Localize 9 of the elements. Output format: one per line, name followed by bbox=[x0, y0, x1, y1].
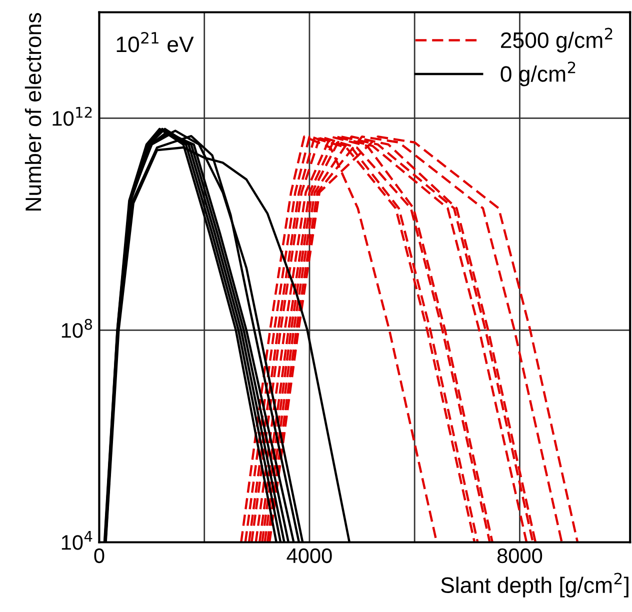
x-tick-label: 0 bbox=[94, 548, 104, 564]
y-tick-label: 10$^{4}$ bbox=[62, 531, 92, 550]
y-tick-label: 10$^{12}$ bbox=[52, 106, 92, 126]
x-tick-label: 4000 bbox=[286, 548, 332, 564]
y-tick-label: 10$^{8}$ bbox=[62, 318, 92, 338]
x-tick-label: 8000 bbox=[497, 548, 542, 564]
x-axis-title: Slant depth [g/cm$^{2}$] bbox=[441, 572, 628, 598]
y-axis-title: Number of electrons bbox=[24, 13, 42, 210]
annotation: 10$^{21}$ eV bbox=[116, 32, 194, 52]
